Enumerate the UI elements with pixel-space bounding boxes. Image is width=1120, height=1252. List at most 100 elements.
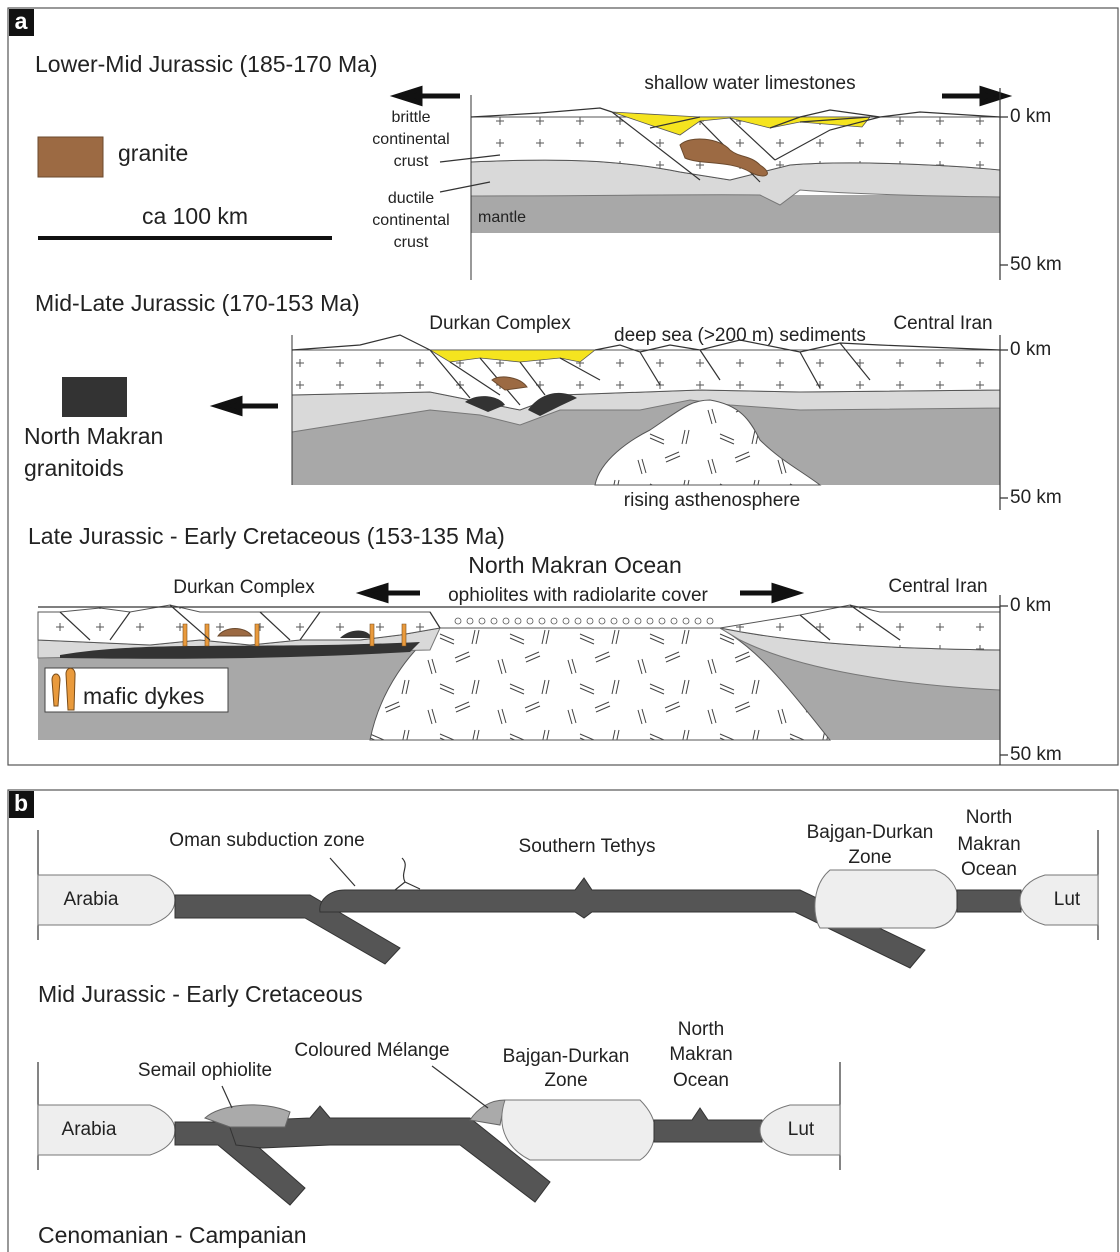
annotation: Makran — [957, 834, 1020, 855]
section-title: Late Jurassic - Early Cretaceous (153-13… — [28, 523, 505, 549]
melange — [470, 1100, 505, 1125]
section-1: Lower-Mid Jurassic (185-170 Ma) brittle … — [35, 51, 1062, 280]
panel-label: a — [15, 8, 28, 34]
arrow — [942, 89, 1004, 103]
section-2: Mid-Late Jurassic (170-153 Ma) Durkan Co… — [35, 290, 1062, 511]
granite-swatch — [38, 137, 103, 177]
scene-title: Mid Jurassic - Early Cretaceous — [38, 981, 363, 1007]
depth-axis — [1000, 335, 1008, 510]
ophiolites-item — [635, 618, 641, 624]
layer-label: continental — [372, 131, 449, 148]
panel-border — [8, 790, 1118, 1252]
slab — [957, 890, 1021, 912]
arrow — [398, 89, 460, 103]
layer-label: brittle — [391, 109, 430, 126]
ophiolites-item — [455, 618, 461, 624]
annotation: Durkan Complex — [429, 313, 571, 334]
panel-b: b Oman subduction zone Southern Tethys B… — [8, 790, 1118, 1252]
arrow — [740, 586, 796, 600]
ophiolites-item — [527, 618, 533, 624]
ophiolites-item — [503, 618, 509, 624]
scale-label: ca 100 km — [142, 203, 248, 229]
sediments — [430, 350, 595, 362]
annotation: North — [966, 807, 1012, 828]
depth-label: 0 km — [1010, 339, 1051, 360]
scene-2: Semail ophiolite Coloured Mélange Bajgan… — [38, 1019, 840, 1248]
mantle — [471, 195, 1000, 233]
annotation: Coloured Mélange — [294, 1040, 449, 1061]
depth-label: 50 km — [1010, 487, 1062, 508]
panel-label: b — [14, 790, 28, 816]
ophiolites-item — [599, 618, 605, 624]
ophiolites-item — [551, 618, 557, 624]
section-title: Lower-Mid Jurassic (185-170 Ma) — [35, 51, 378, 77]
depth-label: 0 km — [1010, 595, 1051, 616]
legend-label: granite — [118, 140, 188, 166]
arrow — [364, 586, 420, 600]
ophiolites-item — [671, 618, 677, 624]
ophiolites-item — [647, 618, 653, 624]
annotation: Central Iran — [893, 313, 992, 334]
depth-label: 50 km — [1010, 254, 1062, 275]
ophiolites — [455, 618, 713, 624]
ophiolites-item — [683, 618, 689, 624]
ophiolites-item — [539, 618, 545, 624]
annotation: Zone — [848, 847, 891, 868]
annotation: deep sea (>200 m) sediments — [614, 325, 866, 346]
annotation: Ocean — [961, 859, 1017, 880]
annotation: North Makran Ocean — [468, 552, 681, 578]
annotation: Bajgan-Durkan — [503, 1046, 630, 1067]
ophiolites-item — [479, 618, 485, 624]
layer-label: mantle — [478, 209, 526, 226]
annotation: Durkan Complex — [173, 577, 315, 598]
annotation: Zone — [544, 1070, 587, 1091]
annotation: North — [678, 1019, 724, 1040]
bajgan-block — [502, 1100, 655, 1160]
bajgan-block — [815, 870, 958, 928]
annotation: Oman subduction zone — [169, 830, 364, 851]
ophiolites-item — [623, 618, 629, 624]
diagram: a granite ca 100 km North Makran granito… — [0, 0, 1120, 1252]
block-label: Arabia — [64, 889, 119, 910]
depth-axis — [1000, 88, 1008, 280]
depth-axis — [1000, 595, 1008, 765]
ophiolites-item — [563, 618, 569, 624]
ophiolites-item — [611, 618, 617, 624]
depth-label: 0 km — [1010, 106, 1051, 127]
layer-label: ductile — [388, 190, 434, 207]
leader — [330, 858, 420, 890]
scene-title: Cenomanian - Campanian — [38, 1222, 307, 1248]
annotation: Semail ophiolite — [138, 1060, 272, 1081]
block-label: Arabia — [62, 1119, 117, 1140]
ophiolites-item — [707, 618, 713, 624]
panel-a: a granite ca 100 km North Makran granito… — [8, 8, 1118, 765]
annotation: shallow water limestones — [644, 73, 855, 94]
layer-label: crust — [394, 234, 429, 251]
ophiolites-item — [575, 618, 581, 624]
legend-label: mafic dykes — [83, 683, 204, 709]
depth-label: 50 km — [1010, 744, 1062, 765]
granitoid-swatch — [62, 377, 127, 417]
ophiolites-item — [695, 618, 701, 624]
annotation: Southern Tethys — [519, 836, 656, 857]
scene-1: Oman subduction zone Southern Tethys Baj… — [38, 807, 1098, 1007]
ophiolites-item — [587, 618, 593, 624]
ophiolites-item — [491, 618, 497, 624]
block-label: Lut — [788, 1119, 815, 1140]
annotation: Ocean — [673, 1070, 729, 1091]
section-title: Mid-Late Jurassic (170-153 Ma) — [35, 290, 360, 316]
annotation: Central Iran — [888, 576, 987, 597]
annotation: Bajgan-Durkan — [807, 822, 934, 843]
block-label: Lut — [1054, 889, 1081, 910]
layer-label: continental — [372, 212, 449, 229]
ophiolites-item — [467, 618, 473, 624]
slab — [654, 1108, 762, 1142]
section-3: Late Jurassic - Early Cretaceous (153-13… — [28, 523, 1062, 765]
annotation: rising asthenosphere — [624, 490, 800, 511]
annotation: Makran — [669, 1044, 732, 1065]
ophiolites-item — [515, 618, 521, 624]
legend-label: North Makran — [24, 423, 163, 449]
legend-label: granitoids — [24, 455, 124, 481]
annotation: ophiolites with radiolarite cover — [448, 585, 708, 606]
layer-label: crust — [394, 153, 429, 170]
